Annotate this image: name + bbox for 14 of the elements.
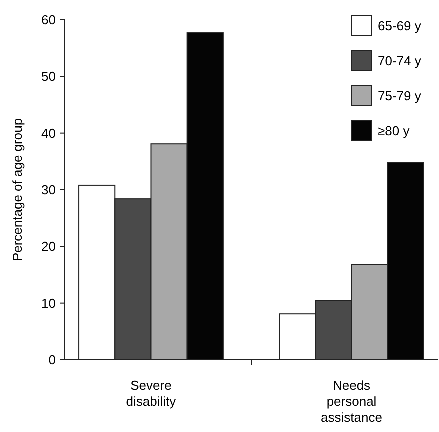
legend-label: 75-79 y xyxy=(378,88,422,104)
y-tick-label: 20 xyxy=(42,239,56,254)
y-tick-label: 30 xyxy=(42,182,56,198)
x-tick-label: Needs personal assistance xyxy=(321,378,382,425)
x-tick-label: Severe disability xyxy=(126,378,177,409)
y-tick-label: 0 xyxy=(48,352,56,368)
legend-label: 70-74 y xyxy=(378,54,422,69)
y-tick-label: 40 xyxy=(42,126,56,141)
y-tick-label: 60 xyxy=(42,12,56,28)
legend-label: ≥80 y xyxy=(378,124,410,139)
y-tick-label: 50 xyxy=(42,69,56,84)
y-tick-label: 10 xyxy=(42,296,56,311)
legend-label: 65-69 y xyxy=(378,18,422,34)
y-axis-title: Percentage of age group xyxy=(10,118,25,262)
